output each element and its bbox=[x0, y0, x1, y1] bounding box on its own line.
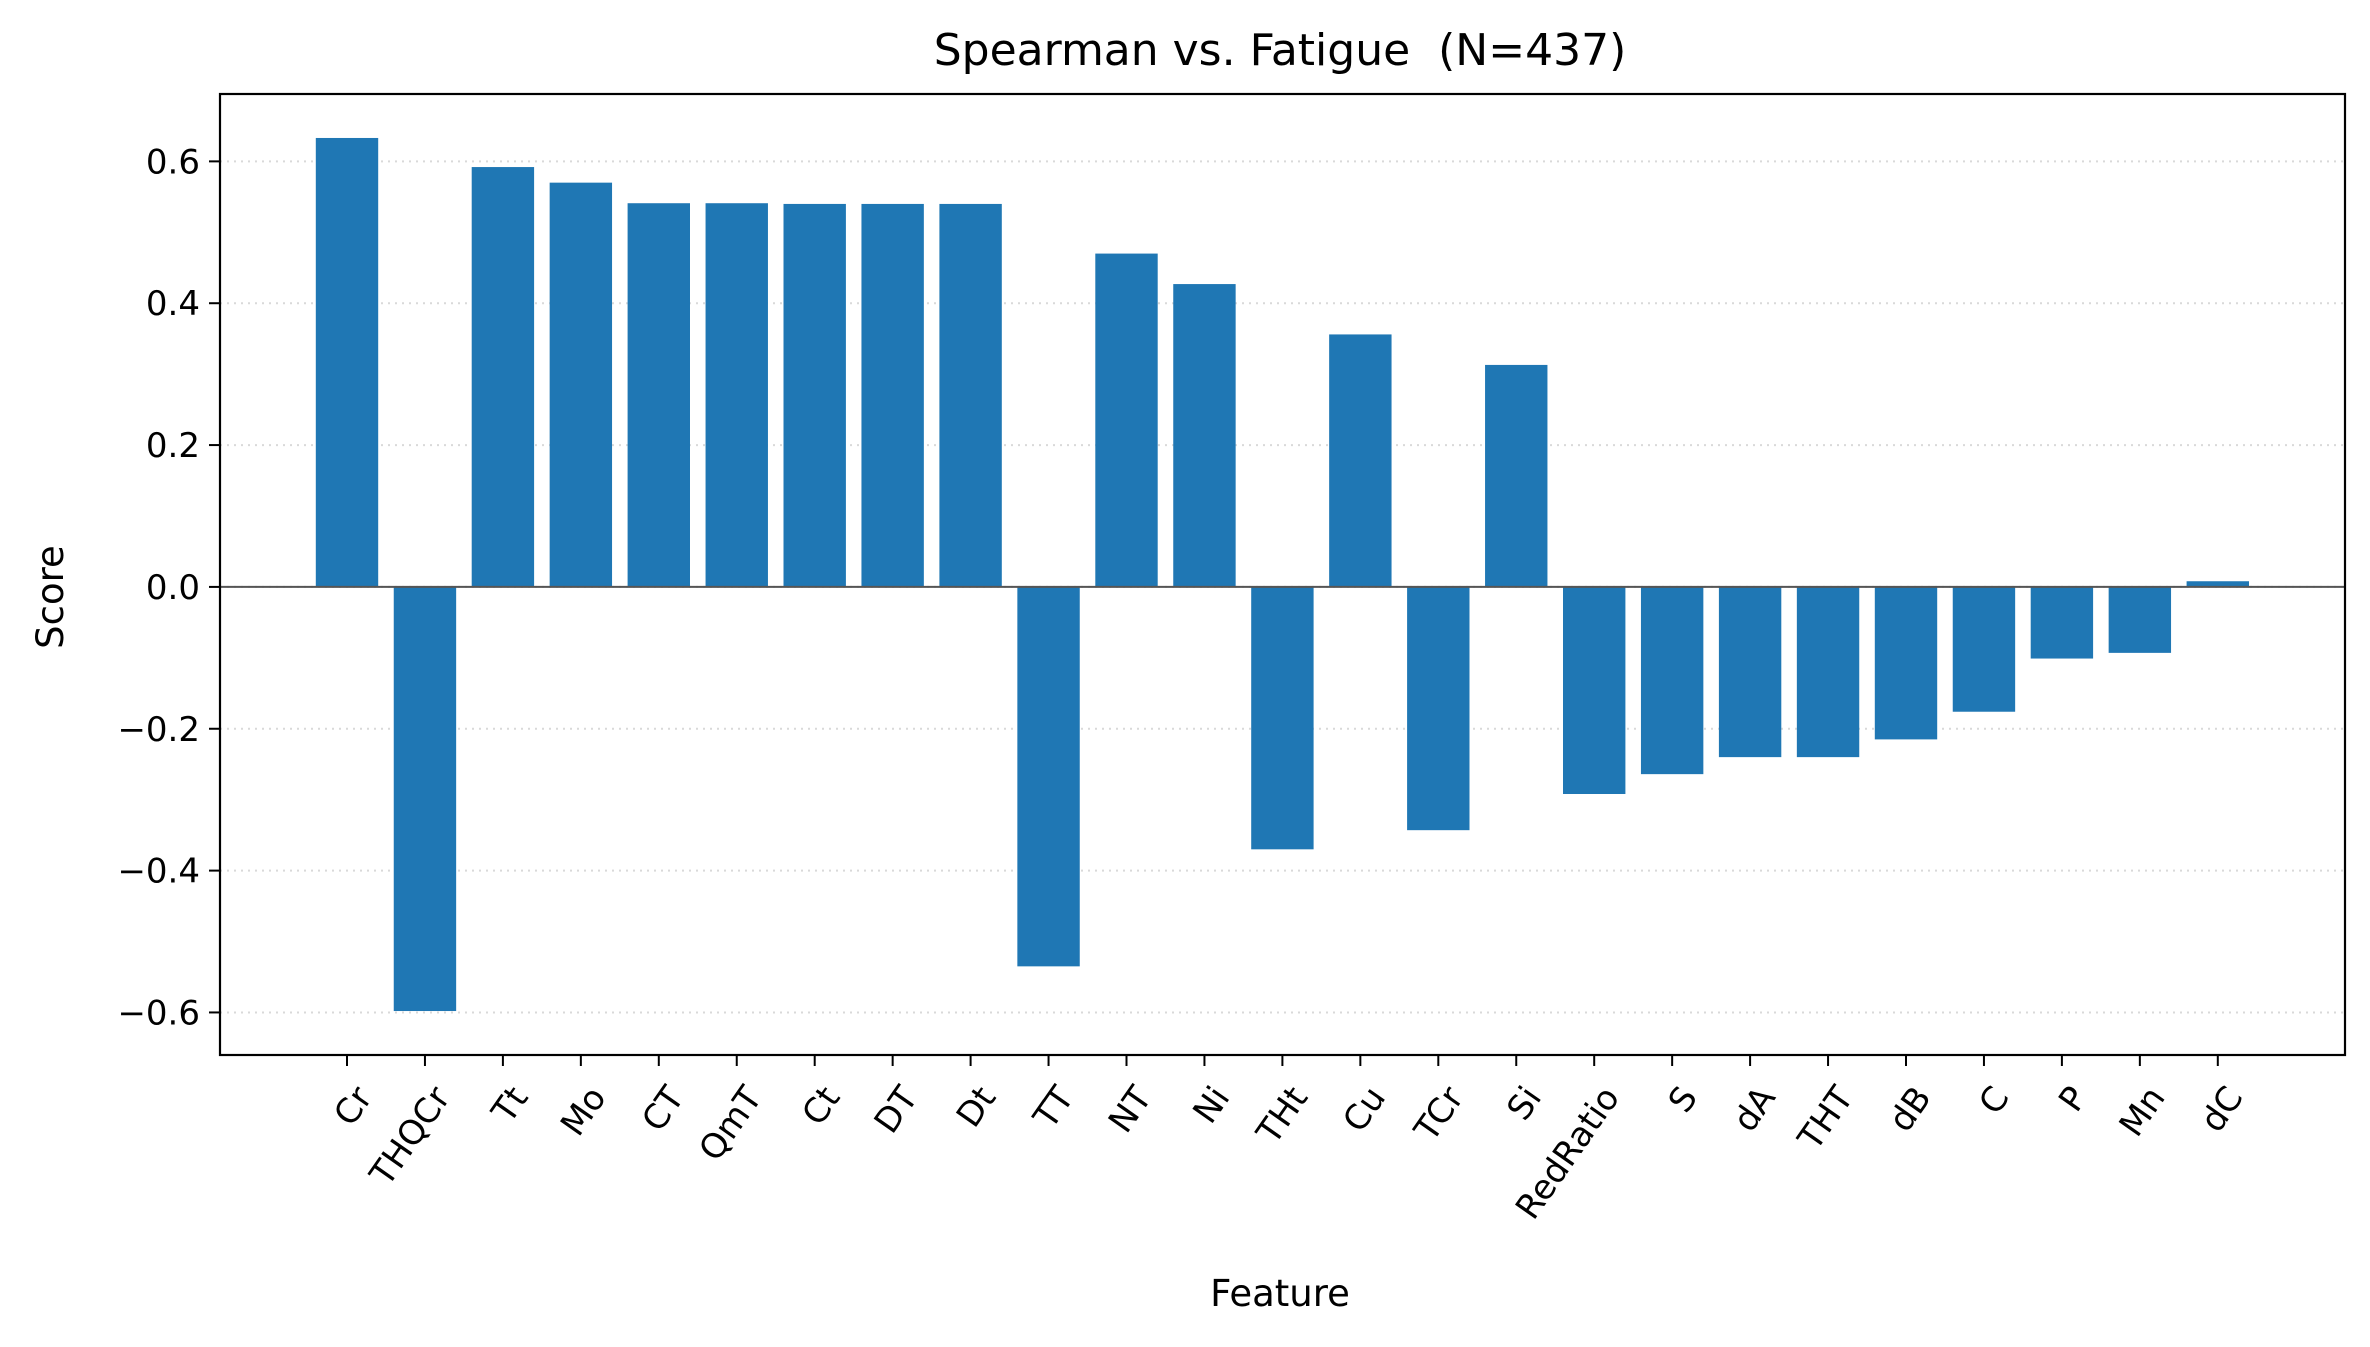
x-tick-label: CT bbox=[634, 1079, 692, 1139]
bar-p bbox=[2030, 586, 2094, 659]
x-tick-label: S bbox=[1661, 1079, 1706, 1120]
bar-s bbox=[1640, 586, 1704, 775]
x-tick-label: TCr bbox=[1406, 1079, 1472, 1149]
bar-ct bbox=[783, 203, 846, 587]
y-tick-label: −0.2 bbox=[117, 710, 200, 750]
bar-mn bbox=[2108, 586, 2172, 653]
x-tick-label: NT bbox=[1101, 1079, 1160, 1140]
bar-qmt bbox=[705, 203, 768, 587]
bar-cu bbox=[1329, 334, 1392, 587]
y-tick-label: 0.4 bbox=[146, 284, 200, 324]
x-tick-label: TT bbox=[1025, 1079, 1082, 1136]
plot-frame bbox=[218, 92, 2347, 1057]
bar-tcr bbox=[1407, 586, 1470, 831]
bar-cr bbox=[315, 137, 379, 587]
x-tick-label: Tt bbox=[484, 1079, 537, 1131]
x-tick-label: Mo bbox=[553, 1079, 615, 1143]
y-tick-label: 0.2 bbox=[146, 426, 200, 466]
x-tick-label: dC bbox=[2193, 1079, 2252, 1139]
bar-dc bbox=[2186, 581, 2249, 587]
x-tick-label: Ct bbox=[794, 1079, 848, 1132]
bar-dt bbox=[861, 203, 924, 587]
x-tick-label: C bbox=[1971, 1079, 2017, 1121]
y-tick-label: 0.6 bbox=[146, 142, 200, 182]
x-tick-label: Cr bbox=[326, 1079, 380, 1133]
y-axis-ticks: −0.6 −0.4 −0.2 0.0 0.2 0.4 0.6 bbox=[117, 142, 220, 1033]
bar-da bbox=[1718, 586, 1782, 758]
x-axis-label: Feature bbox=[1210, 1272, 1350, 1315]
x-tick-label: Ni bbox=[1185, 1079, 1238, 1131]
bars bbox=[315, 137, 2249, 1012]
x-tick-label: dB bbox=[1881, 1079, 1940, 1139]
bar-si bbox=[1485, 364, 1548, 587]
x-tick-label: Cu bbox=[1335, 1079, 1394, 1139]
x-tick-label: THt bbox=[1249, 1079, 1317, 1152]
y-tick-label: −0.4 bbox=[117, 852, 200, 892]
y-axis-label: Score bbox=[29, 545, 72, 649]
x-tick-label: THT bbox=[1790, 1079, 1862, 1158]
bar-thqcr bbox=[393, 586, 457, 1012]
x-tick-label: THQCr bbox=[362, 1079, 459, 1194]
y-tick-label: 0.0 bbox=[146, 568, 200, 608]
bar-tt bbox=[471, 167, 535, 587]
y-tick-label: −0.6 bbox=[117, 993, 200, 1033]
bar-redratio bbox=[1563, 586, 1626, 795]
bar-tht bbox=[1796, 586, 1860, 758]
x-tick-label: Mn bbox=[2112, 1079, 2174, 1144]
bar-ni bbox=[1173, 284, 1236, 587]
bar-tt bbox=[1017, 586, 1080, 967]
x-tick-label: QmT bbox=[691, 1079, 770, 1168]
bar-c bbox=[1952, 586, 2016, 712]
x-tick-label: DT bbox=[867, 1079, 927, 1141]
bar-dt bbox=[939, 203, 1002, 587]
bar-mo bbox=[549, 182, 613, 587]
x-tick-label: P bbox=[2051, 1079, 2096, 1119]
x-tick-label: dA bbox=[1725, 1079, 1783, 1139]
chart-title: Spearman vs. Fatigue (N=437) bbox=[934, 25, 1627, 76]
bar-ct bbox=[627, 203, 690, 587]
x-tick-label: Si bbox=[1499, 1079, 1550, 1127]
x-tick-label: Dt bbox=[949, 1079, 1004, 1134]
bar-nt bbox=[1095, 253, 1158, 587]
bar-tht bbox=[1251, 586, 1314, 850]
bar-db bbox=[1874, 586, 1938, 740]
